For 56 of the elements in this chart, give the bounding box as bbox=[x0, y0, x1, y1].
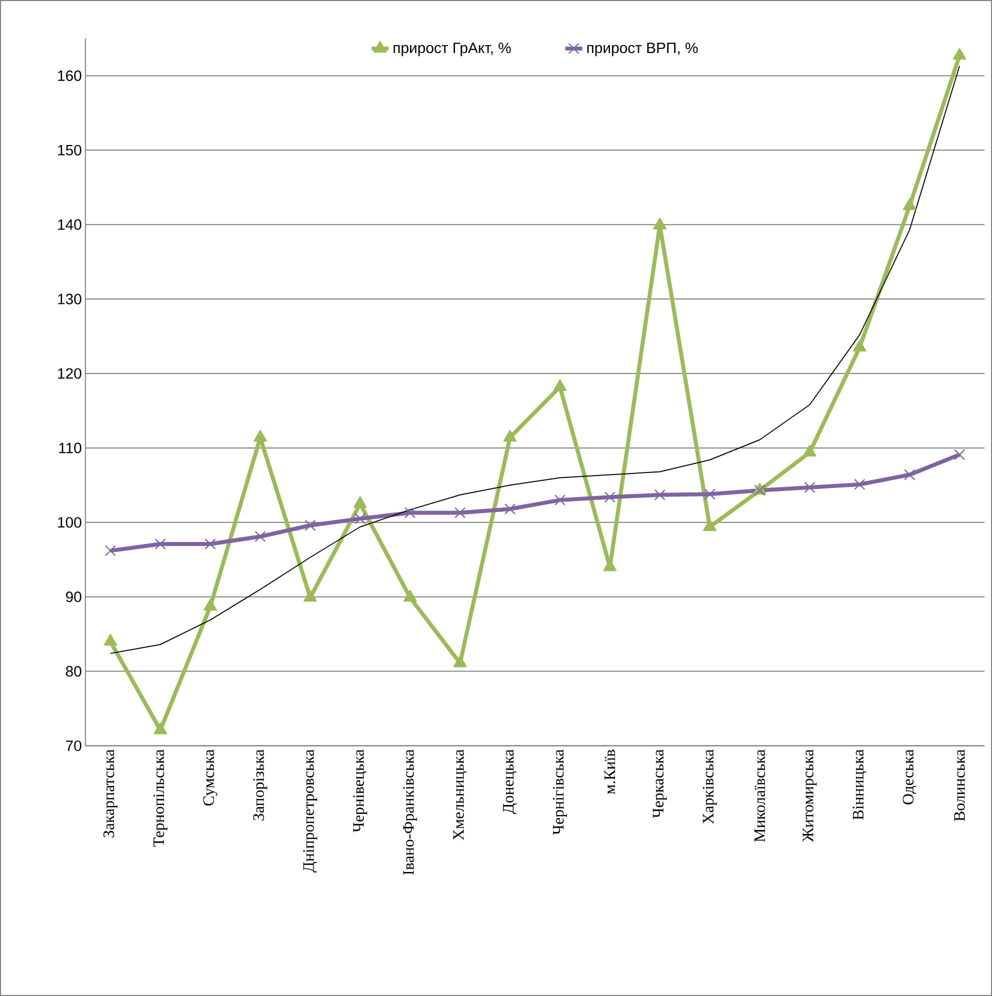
point bbox=[553, 379, 567, 391]
x-tick-label: Волинська bbox=[954, 749, 965, 822]
x-tick-label: Тернопільська bbox=[153, 749, 168, 847]
y-tick-label: 140 bbox=[58, 219, 82, 230]
point bbox=[954, 449, 966, 460]
x-tick-label: Дніпропетровська bbox=[303, 749, 318, 872]
x-tick-label: Чернівецька bbox=[353, 749, 368, 832]
y-tick-label: 120 bbox=[58, 368, 82, 379]
legend-label: прирост ГрАкт, % bbox=[394, 42, 511, 56]
x-tick-label: Вінницька bbox=[852, 749, 866, 820]
point bbox=[504, 503, 516, 515]
point bbox=[902, 198, 916, 210]
y-tick-label: 110 bbox=[59, 442, 82, 454]
x-tick-label: Одеська bbox=[902, 749, 916, 804]
point bbox=[804, 482, 816, 493]
x-tick-label: Чернігівська bbox=[552, 749, 567, 835]
x-tick-label: Сумська bbox=[203, 749, 218, 806]
y-tick-label: 80 bbox=[66, 666, 82, 677]
x-tick-label: Запорізька bbox=[253, 749, 268, 820]
point bbox=[454, 507, 466, 518]
x-tick-label: Закарпатська bbox=[103, 749, 118, 838]
point bbox=[704, 488, 716, 500]
x-tick-label: Івано-Франківська bbox=[403, 749, 418, 875]
x-tick-label: Миколаївська bbox=[754, 749, 766, 842]
point bbox=[304, 520, 316, 531]
y-tick-label: 70 bbox=[66, 740, 82, 752]
x-tick-label: м.Київ bbox=[604, 750, 616, 794]
point bbox=[503, 430, 517, 442]
point bbox=[254, 430, 267, 442]
point bbox=[653, 218, 666, 230]
x-tick-label: Донецька bbox=[503, 749, 517, 814]
x-tick-label: Хмельницька bbox=[453, 749, 467, 840]
point bbox=[854, 478, 866, 490]
point bbox=[952, 48, 966, 60]
point bbox=[554, 494, 566, 506]
x-tick-label: Житомирська bbox=[802, 749, 817, 842]
point bbox=[204, 538, 216, 550]
y-tick-label: 150 bbox=[58, 144, 82, 156]
point bbox=[803, 444, 816, 457]
point bbox=[154, 538, 166, 550]
legend-label: прирост ВРП, % bbox=[587, 42, 698, 56]
line-series bbox=[110, 66, 960, 654]
point bbox=[852, 340, 866, 352]
x-tick-label: Черкаська bbox=[652, 749, 667, 818]
point bbox=[254, 531, 266, 542]
point bbox=[604, 492, 616, 503]
y-tick-label: 100 bbox=[58, 517, 82, 528]
point bbox=[104, 545, 116, 556]
y-tick-label: 130 bbox=[58, 294, 82, 304]
point bbox=[904, 469, 916, 480]
point bbox=[354, 513, 366, 524]
point bbox=[404, 507, 416, 518]
y-tick-label: 90 bbox=[66, 592, 82, 602]
x-tick-label: Харківська bbox=[702, 749, 717, 824]
point bbox=[654, 489, 666, 500]
y-tick-label: 160 bbox=[58, 70, 82, 81]
